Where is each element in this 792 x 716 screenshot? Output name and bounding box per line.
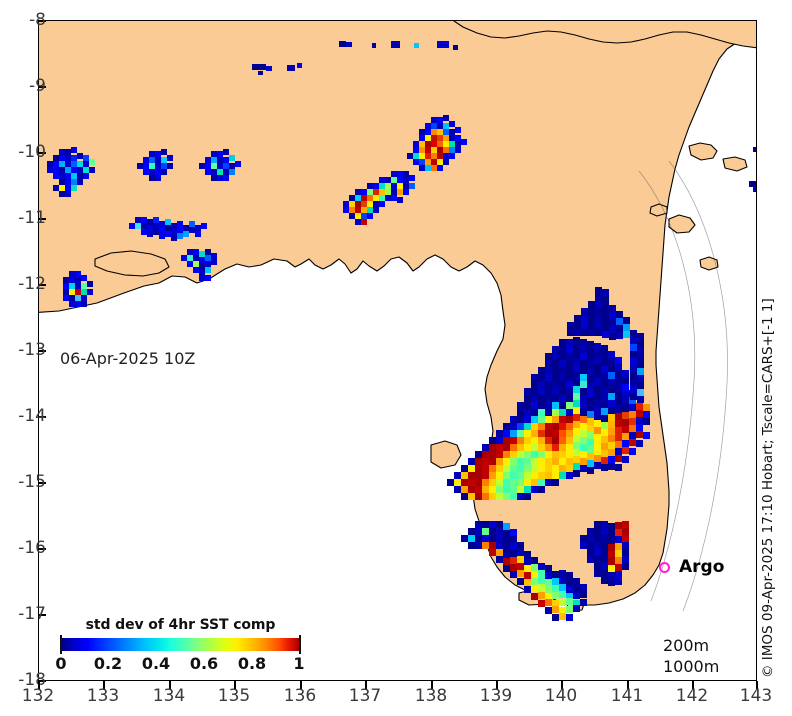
x-axis-label-134: 134 (152, 686, 186, 706)
x-tickmark-135 (234, 681, 236, 689)
raster-patch-kimberley-coast (63, 271, 93, 307)
y-axis-label--17: -17 (18, 604, 46, 624)
x-axis-label-136: 136 (283, 686, 317, 706)
credit-attribution: © IMOS 09-Apr-2025 17:10 Hobart; Tscale=… (760, 278, 776, 678)
x-axis-label-132: 132 (21, 686, 55, 706)
x-axis-label-135: 135 (217, 686, 251, 706)
y-axis-label--9: -9 (29, 76, 46, 96)
y-tickmark--9 (38, 86, 46, 88)
y-axis-label--12: -12 (18, 274, 46, 294)
land-new-guinea-south (453, 21, 756, 49)
colorbar-gradient-wrap (53, 635, 308, 654)
x-axis-label-143: 143 (739, 686, 773, 706)
colorbar-tick-0-4: 0.4 (141, 654, 171, 673)
credit-text: © IMOS 09-Apr-2025 17:10 Hobart; Tscale=… (760, 298, 776, 678)
raster-patch-carpentaria-main (447, 337, 650, 500)
y-tickmark--10 (38, 152, 46, 154)
x-tickmark-140 (561, 681, 563, 689)
raster-patch-arafura-scatter (181, 249, 217, 281)
colorbar-tick-labels: 0 0.2 0.4 0.6 0.8 1 (53, 654, 308, 674)
raster-patch-carpentaria-south (461, 521, 629, 621)
colorbar-end-tick-left (60, 635, 62, 654)
y-tickmark--16 (38, 548, 46, 550)
y-axis-label--15: -15 (18, 472, 46, 492)
argo-label: Argo (679, 557, 725, 577)
land-island-tanimbar-1 (668, 214, 696, 234)
contour-200m (638, 170, 696, 602)
y-axis-label--13: -13 (18, 340, 46, 360)
contour-1000m (668, 160, 728, 612)
x-tickmark-138 (431, 681, 433, 689)
y-tickmark--14 (38, 416, 46, 418)
date-stamp-label: 06-Apr-2025 10Z (60, 349, 196, 368)
land-island-melville (94, 250, 170, 277)
raster-patch-timor-sea-mid (137, 149, 173, 181)
x-axis-label-138: 138 (414, 686, 448, 706)
depth-label-200m: 200m (663, 636, 710, 655)
x-axis-label-140: 140 (544, 686, 578, 706)
argo-marker-group: Argo (659, 557, 724, 577)
y-axis-label--10: -10 (18, 142, 46, 162)
raster-patch-timor-sea-west (47, 147, 95, 197)
y-tickmark--11 (38, 218, 46, 220)
raster-patch-arafura-north (129, 149, 241, 241)
colorbar-legend: std dev of 4hr SST comp 0 0.2 0.4 0.6 0.… (53, 617, 308, 674)
land-island-aru-2 (722, 156, 748, 172)
x-axis-label-142: 142 (675, 686, 709, 706)
colorbar-tick-1: 1 (293, 654, 305, 673)
x-tickmark-137 (365, 681, 367, 689)
colorbar-gradient (61, 638, 299, 651)
argo-float-marker-icon (659, 561, 670, 573)
colorbar-end-tick-right (299, 635, 301, 654)
x-tickmark-141 (627, 681, 629, 689)
colorbar-title: std dev of 4hr SST comp (85, 617, 276, 633)
depth-label-1000m: 1000m (663, 657, 720, 676)
x-axis-label-133: 133 (86, 686, 120, 706)
x-axis-label-137: 137 (348, 686, 382, 706)
x-axis-label-139: 139 (479, 686, 513, 706)
land-island-kai (699, 256, 719, 271)
y-axis-label--8: -8 (29, 10, 46, 30)
y-tickmark--8 (38, 20, 46, 22)
sst-stddev-raster-layer (47, 41, 756, 621)
land-island-aru-1 (688, 142, 718, 161)
colorbar-tick-0-8: 0.8 (237, 654, 267, 673)
x-tickmark-133 (103, 681, 105, 689)
y-tickmark--15 (38, 482, 46, 484)
x-tickmark-139 (496, 681, 498, 689)
colorbar-tick-0-2: 0.2 (93, 654, 123, 673)
raster-patch-sparse-top (252, 41, 756, 192)
y-axis-label--14: -14 (18, 406, 46, 426)
map-clip (39, 21, 756, 680)
x-tickmark-132 (38, 681, 40, 689)
x-tickmark-142 (692, 681, 694, 689)
x-tickmark-134 (169, 681, 171, 689)
colorbar-tick-0-6: 0.6 (189, 654, 219, 673)
colorbar-tick-0: 0 (55, 654, 67, 673)
x-tickmark-143 (756, 681, 758, 689)
y-tickmark--18 (38, 680, 46, 682)
y-axis-label--11: -11 (18, 208, 46, 228)
y-tickmark--13 (38, 350, 46, 352)
map-canvas (39, 21, 756, 680)
y-tickmark--12 (38, 284, 46, 286)
depth-contour-labels: 200m 1000m (663, 635, 719, 677)
y-tickmark--17 (38, 614, 46, 616)
land-island-tanimbar-2 (649, 203, 668, 217)
raster-patch-carpentaria-north (567, 287, 644, 403)
x-tickmark-136 (300, 681, 302, 689)
land-island-groote (430, 440, 462, 469)
x-axis-label-141: 141 (610, 686, 644, 706)
y-axis-label--16: -16 (18, 538, 46, 558)
raster-patch-gulf-papua-hotspot (343, 115, 467, 225)
depth-contour-layer (638, 160, 728, 612)
map-plot-area[interactable]: 06-Apr-2025 10Z Argo 200m 1000m std dev … (38, 20, 757, 681)
